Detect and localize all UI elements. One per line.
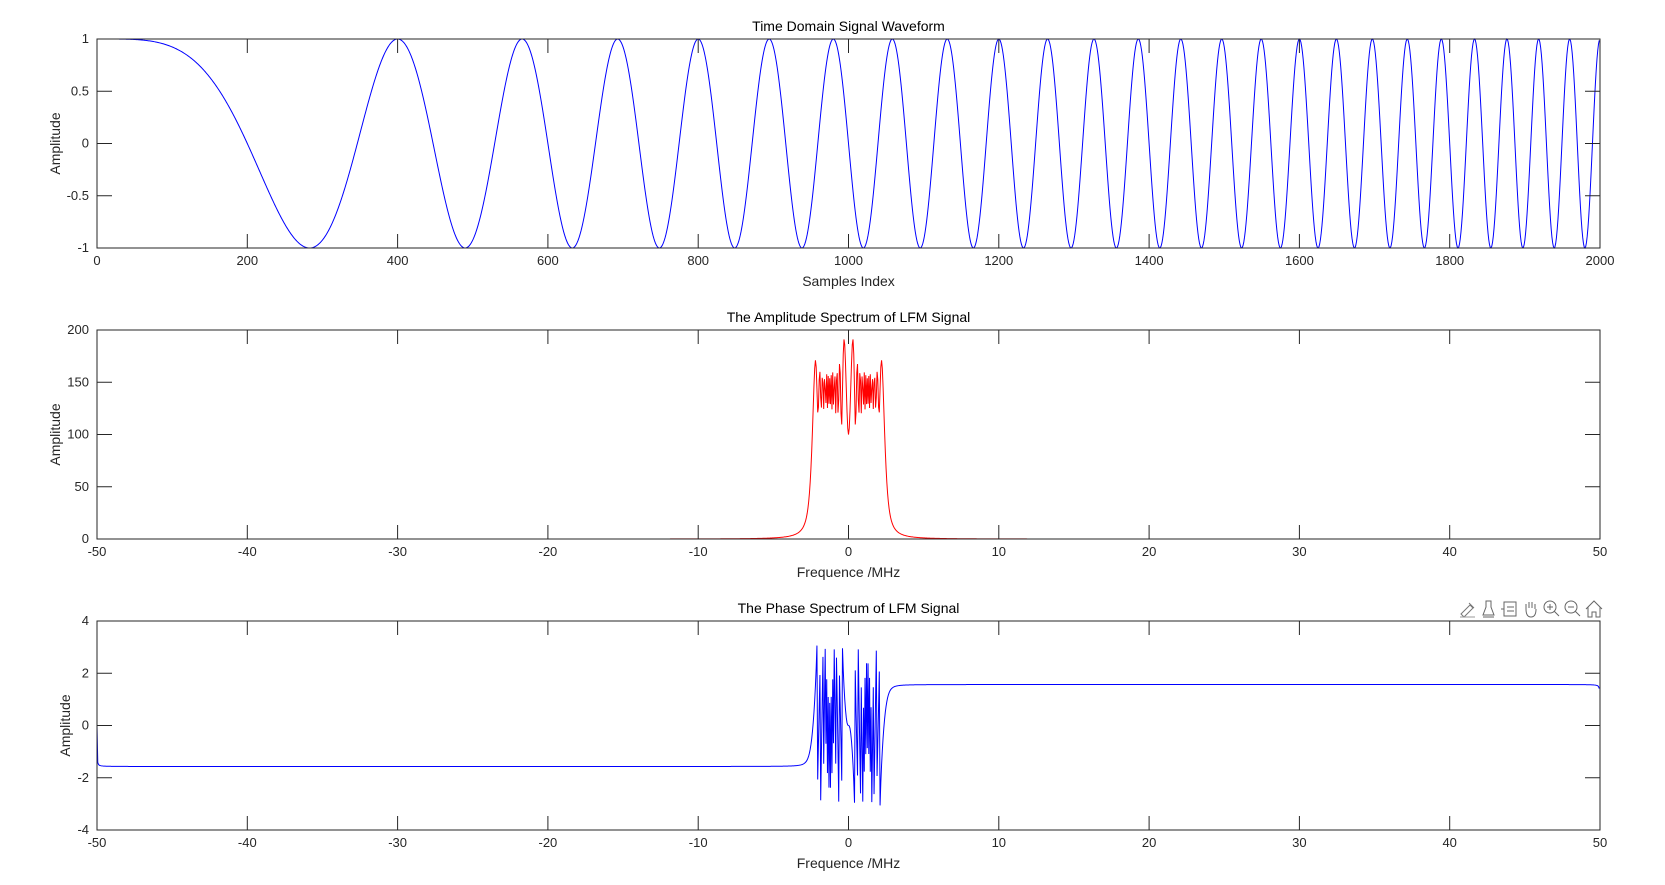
legend-icon[interactable] <box>1500 599 1519 618</box>
y-tick-label: 0 <box>82 531 89 546</box>
x-tick-label: 40 <box>1442 835 1456 850</box>
y-tick-label: -1 <box>77 240 89 255</box>
y-axis-label: Amplitude <box>47 112 63 174</box>
y-tick-label: 200 <box>67 322 89 337</box>
x-tick-label: -50 <box>88 544 107 559</box>
y-tick-label: 2 <box>82 665 89 680</box>
zoom-in-icon[interactable] <box>1542 599 1561 618</box>
subplot-time: 0 200 400 600 800 1000 1200 1400 1600 1800 2000 -1 -… <box>47 18 1614 289</box>
x-axis-label: Frequence /MHz <box>797 855 900 871</box>
x-tick-label: -20 <box>539 544 558 559</box>
x-tick-label: -20 <box>539 835 558 850</box>
brush-data-icon[interactable] <box>1458 599 1477 618</box>
x-tick-label: 1200 <box>984 253 1013 268</box>
zoom-out-icon[interactable] <box>1563 599 1582 618</box>
x-tick-label: 1400 <box>1135 253 1164 268</box>
y-tick-label: 1 <box>82 31 89 46</box>
subplot-amplitude: -50 -40 -30 -20 -10 0 10 20 30 40 50 0 50 100 150 200 Th… <box>47 309 1607 580</box>
x-tick-label: 10 <box>992 835 1006 850</box>
x-tick-label: 20 <box>1142 544 1156 559</box>
series-line-time <box>97 38 1600 249</box>
x-tick-label: 200 <box>236 253 258 268</box>
x-tick-label: 800 <box>687 253 709 268</box>
x-axis-label: Samples Index <box>802 273 895 289</box>
x-tick-label: 400 <box>387 253 409 268</box>
axes-toolbar <box>1458 599 1603 618</box>
x-tick-label: 50 <box>1593 544 1607 559</box>
x-tick-label: -10 <box>689 835 708 850</box>
series-line-phase <box>97 645 1600 806</box>
y-tick-label: -4 <box>77 822 89 837</box>
x-tick-label: 40 <box>1442 544 1456 559</box>
x-tick-label: -40 <box>238 835 257 850</box>
home-restore-icon[interactable] <box>1584 599 1603 618</box>
x-tick-label: -50 <box>88 835 107 850</box>
y-tick-label: 0.5 <box>71 83 89 98</box>
chart-title: The Phase Spectrum of LFM Signal <box>738 600 960 616</box>
x-tick-label: 20 <box>1142 835 1156 850</box>
y-axis-label: Amplitude <box>57 694 73 756</box>
y-tick-label: 4 <box>82 613 89 628</box>
x-tick-label: 50 <box>1593 835 1607 850</box>
y-tick-label: -2 <box>77 770 89 785</box>
pan-hand-icon[interactable] <box>1521 599 1540 618</box>
x-tick-label: 1800 <box>1435 253 1464 268</box>
x-tick-label: 0 <box>845 544 852 559</box>
x-tick-label: 30 <box>1292 544 1306 559</box>
chart-title: The Amplitude Spectrum of LFM Signal <box>727 309 971 325</box>
x-axis-label: Frequence /MHz <box>797 564 900 580</box>
y-tick-label: 50 <box>75 479 89 494</box>
chart-title: Time Domain Signal Waveform <box>752 18 945 34</box>
y-tick-label: -0.5 <box>67 188 89 203</box>
y-axis-label: Amplitude <box>47 403 63 465</box>
data-cursor-icon[interactable] <box>1479 599 1498 618</box>
y-tick-label: 0 <box>82 136 89 151</box>
x-tick-label: 2000 <box>1586 253 1615 268</box>
y-tick-label: 100 <box>67 427 89 442</box>
x-tick-label: 0 <box>93 253 100 268</box>
x-tick-label: -40 <box>238 544 257 559</box>
x-tick-label: -10 <box>689 544 708 559</box>
y-tick-label: 150 <box>67 374 89 389</box>
x-tick-label: -30 <box>388 835 407 850</box>
x-tick-label: 0 <box>845 835 852 850</box>
x-tick-label: 30 <box>1292 835 1306 850</box>
x-tick-label: 10 <box>992 544 1006 559</box>
y-tick-label: 0 <box>82 718 89 733</box>
x-tick-label: 1600 <box>1285 253 1314 268</box>
x-tick-label: -30 <box>388 544 407 559</box>
x-tick-label: 600 <box>537 253 559 268</box>
x-tick-label: 1000 <box>834 253 863 268</box>
